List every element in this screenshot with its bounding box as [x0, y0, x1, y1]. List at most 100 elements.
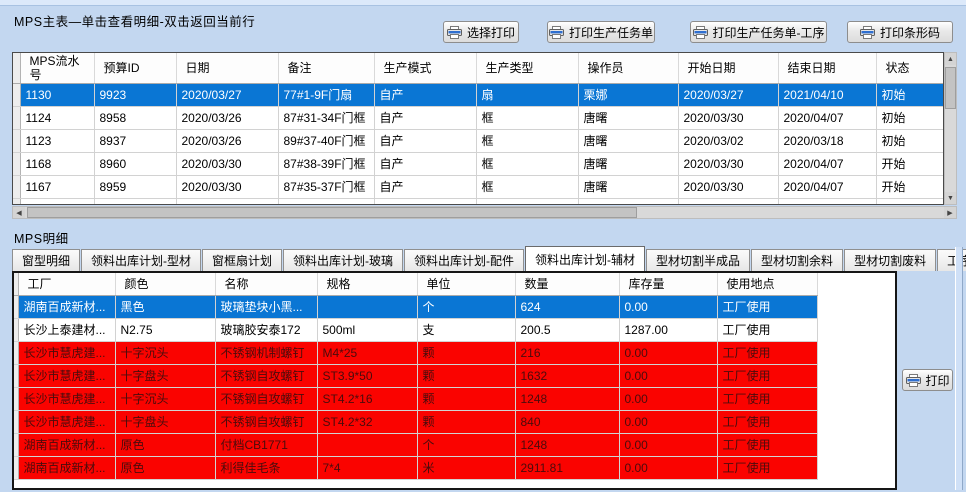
column-header[interactable]: 日期	[176, 53, 279, 84]
print-production-order-process-button[interactable]: 打印生产任务单-工序	[690, 21, 827, 43]
table-row[interactable]: 湖南百成新材... 原色 利得佳毛条 7*4 米 2911.81 0.00 工厂使用	[14, 456, 818, 480]
cell	[317, 295, 418, 319]
column-header[interactable]: 库存量	[619, 273, 718, 296]
table-row[interactable]: 长沙市慧虎建... 十字沉头 不锈钢自攻螺钉 ST4.2*16 颗 1248 0.00 工厂使…	[14, 387, 818, 411]
table-row[interactable]: 湖南百成新材... 黑色 玻璃垫块小黑... 个 624 0.00 工厂使用	[14, 295, 818, 319]
horizontal-scrollbar-track[interactable]	[25, 207, 944, 218]
row-header	[13, 198, 21, 204]
column-header[interactable]: 操作员	[578, 53, 679, 84]
detail-tab-8[interactable]: 型材切割废料	[844, 249, 937, 271]
row-header[interactable]	[14, 433, 19, 457]
cell: 颗	[417, 387, 516, 411]
column-header[interactable]: 生产模式	[374, 53, 477, 84]
cell: 8937	[94, 129, 177, 153]
cell: 工厂使用	[717, 318, 818, 342]
cell: 利得佳毛条	[215, 456, 318, 480]
detail-tab-1[interactable]: 领料出库计划-型材	[81, 249, 202, 271]
table-row[interactable]	[13, 198, 943, 204]
cell: 十字盘头	[115, 410, 216, 434]
column-header[interactable]: 备注	[278, 53, 375, 84]
row-header[interactable]	[13, 152, 21, 176]
row-header[interactable]	[13, 83, 21, 107]
row-header[interactable]	[14, 410, 19, 434]
grid-corner[interactable]	[13, 53, 21, 84]
table-row[interactable]: 1123 8937 2020/03/26 89#37-40F门框 自产框唐曙 2020/0…	[13, 129, 943, 153]
column-header[interactable]: 规格	[317, 273, 418, 296]
row-header[interactable]	[14, 387, 19, 411]
cell: 长沙市慧虎建...	[18, 387, 116, 411]
master-grid-horizontal-scrollbar[interactable]: ◀ ▶	[12, 206, 957, 219]
detail-tab-4[interactable]: 领料出库计划-配件	[404, 249, 525, 271]
cell: 1167	[20, 175, 95, 199]
row-header[interactable]	[13, 106, 21, 130]
table-row[interactable]: 长沙市慧虎建... 十字盘头 不锈钢自攻螺钉 ST4.2*32 颗 840 0.00 工厂使用	[14, 410, 818, 434]
cell: N2.75	[115, 318, 216, 342]
vertical-scrollbar-track[interactable]	[945, 65, 956, 192]
scroll-down-button[interactable]: ▼	[945, 192, 956, 204]
detail-tab-3[interactable]: 领料出库计划-玻璃	[283, 249, 404, 271]
detail-tab-2[interactable]: 窗框扇计划	[202, 249, 283, 271]
cell	[578, 198, 679, 204]
cell	[476, 198, 579, 204]
cell: 2020/03/27	[176, 83, 279, 107]
column-header[interactable]: 预算ID	[94, 53, 177, 84]
column-header[interactable]: 生产类型	[476, 53, 579, 84]
cell: 2020/04/07	[778, 106, 877, 130]
master-grid-vertical-scrollbar[interactable]: ▲ ▼	[944, 52, 957, 205]
cell: 十字沉头	[115, 341, 216, 365]
cell: 1124	[20, 106, 95, 130]
print-barcode-button[interactable]: 打印条形码	[847, 21, 953, 43]
cell: 唐曙	[578, 175, 679, 199]
scroll-up-button[interactable]: ▲	[945, 53, 956, 65]
right-edge-strip	[955, 247, 963, 490]
table-row[interactable]: 1130 9923 2020/03/27 77#1-9F门扇 自产扇栗娜 2020/03/…	[13, 83, 943, 107]
table-row[interactable]: 1124 8958 2020/03/26 87#31-34F门框 自产框唐曙 2020/0…	[13, 106, 943, 130]
vertical-scrollbar-thumb[interactable]	[945, 67, 956, 109]
column-header[interactable]: MPS流水号	[20, 53, 95, 84]
table-row[interactable]: 长沙市慧虎建... 十字沉头 不锈钢机制螺钉 M4*25 颗 216 0.00 工厂使用	[14, 341, 818, 365]
row-header[interactable]	[13, 175, 21, 199]
row-header[interactable]	[14, 295, 19, 319]
column-header[interactable]: 工厂	[18, 273, 116, 296]
cell: ST4.2*32	[317, 410, 418, 434]
detail-tab-6[interactable]: 型材切割半成品	[646, 249, 751, 271]
cell: 87#31-34F门框	[278, 106, 375, 130]
column-header[interactable]: 状态	[876, 53, 943, 84]
cell: 工厂使用	[717, 364, 818, 388]
grid-corner[interactable]	[14, 273, 19, 296]
column-header[interactable]: 单位	[417, 273, 516, 296]
detail-tab-0[interactable]: 窗型明细	[12, 249, 81, 271]
column-header[interactable]: 结束日期	[778, 53, 877, 84]
detail-tab-7[interactable]: 型材切割余料	[751, 249, 844, 271]
cell: 框	[476, 106, 579, 130]
row-header[interactable]	[14, 341, 19, 365]
print-production-order-button[interactable]: 打印生产任务单	[547, 21, 655, 43]
table-row[interactable]: 长沙市慧虎建... 十字盘头 不锈钢自攻螺钉 ST3.9*50 颗 1632 0.00 工厂使…	[14, 364, 818, 388]
column-header[interactable]: 使用地点	[717, 273, 818, 296]
table-row[interactable]: 1168 8960 2020/03/30 87#38-39F门框 自产框唐曙 2020/0…	[13, 152, 943, 176]
horizontal-scrollbar-thumb[interactable]	[27, 207, 637, 218]
cell: 1248	[515, 387, 620, 411]
column-header[interactable]: 颜色	[115, 273, 216, 296]
cell: 2020/03/02	[678, 129, 779, 153]
master-section-title: MPS主表—单击查看明细-双击返回当前行	[14, 15, 256, 29]
cell: 87#38-39F门框	[278, 152, 375, 176]
row-header[interactable]	[13, 129, 21, 153]
print-button[interactable]: 打印	[902, 369, 953, 391]
row-header[interactable]	[14, 456, 19, 480]
table-row[interactable]: 长沙上泰建材... N2.75 玻璃胶安泰172 500ml 支 200.5 1287.00…	[14, 318, 818, 342]
table-row[interactable]: 湖南百成新材... 原色 付档CB1771 个 1248 0.00 工厂使用	[14, 433, 818, 457]
column-header[interactable]: 开始日期	[678, 53, 779, 84]
row-header[interactable]	[14, 364, 19, 388]
column-header[interactable]: 数量	[515, 273, 620, 296]
table-row[interactable]: 1167 8959 2020/03/30 87#35-37F门框 自产框唐曙 2020/0…	[13, 175, 943, 199]
cell: 1168	[20, 152, 95, 176]
row-header[interactable]	[14, 318, 19, 342]
select-print-button[interactable]: 选择打印	[443, 21, 519, 43]
scroll-right-button[interactable]: ▶	[944, 207, 956, 218]
detail-tab-5[interactable]: 领料出库计划-辅材	[525, 246, 646, 271]
printer-icon	[549, 25, 564, 39]
column-header[interactable]: 名称	[215, 273, 318, 296]
scroll-left-button[interactable]: ◀	[13, 207, 25, 218]
cell: 2020/03/26	[176, 106, 279, 130]
